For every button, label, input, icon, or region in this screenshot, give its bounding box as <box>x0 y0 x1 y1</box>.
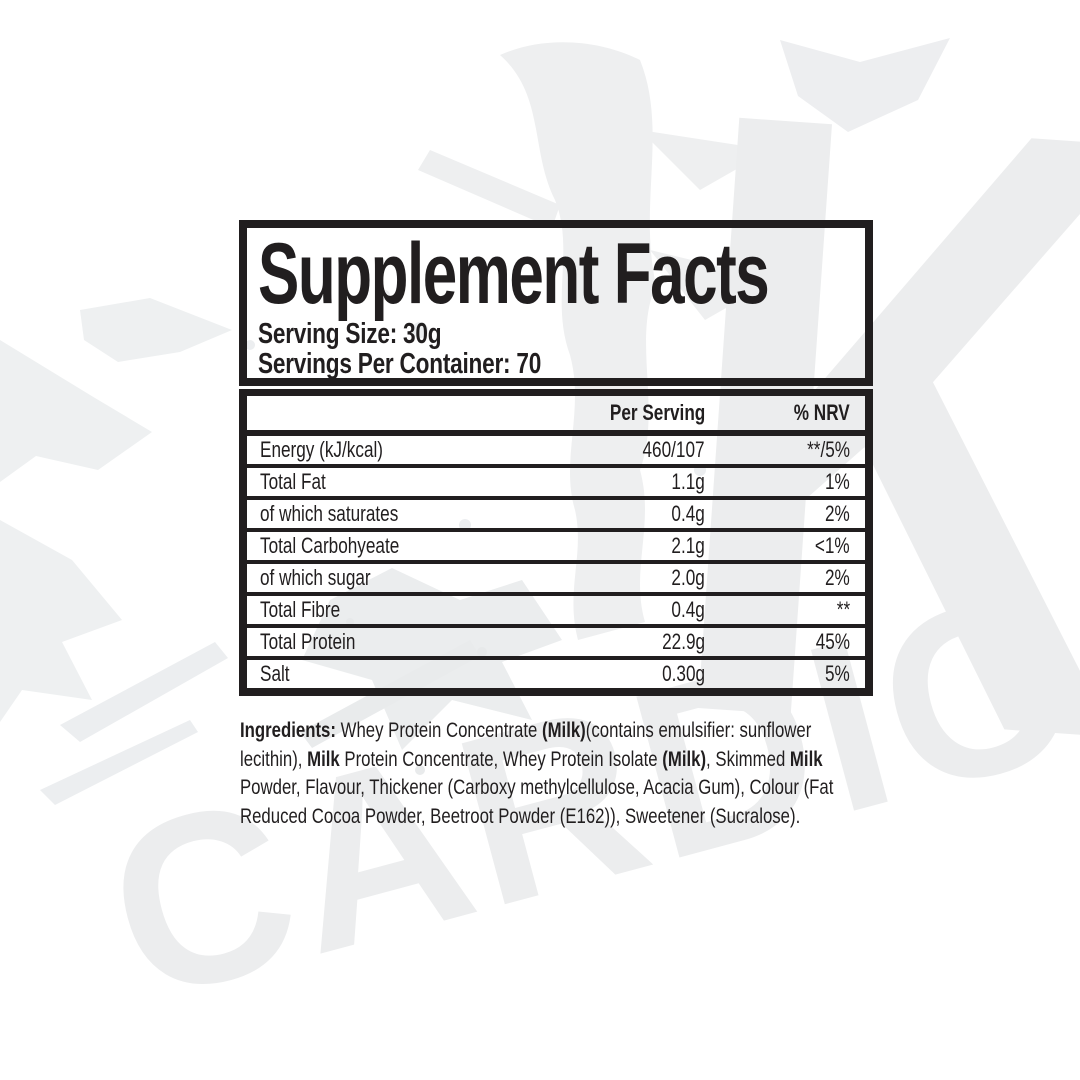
splatter-blob <box>0 520 122 722</box>
splatter-blob <box>780 38 950 132</box>
ingredients-segment: , Skimmed <box>706 746 790 771</box>
splash-speck <box>477 647 487 657</box>
splatter-blob <box>80 298 232 362</box>
nrv-value: 2% <box>825 501 850 526</box>
splash-speck <box>412 322 428 338</box>
splash-speck <box>415 765 425 775</box>
splatter-streak <box>60 642 228 742</box>
nutrient-name: of which saturates <box>260 501 399 526</box>
per-serving-value: 1.1g <box>671 469 705 494</box>
per-serving-value: 0.4g <box>671 501 705 526</box>
splatter-blob <box>0 340 152 482</box>
table-body: Energy (kJ/kcal) 460/107 **/5% Total Fat 1.1… <box>247 436 865 688</box>
nrv-value: 1% <box>825 469 850 494</box>
splash-spike <box>418 150 560 228</box>
nrv-value: <1% <box>815 533 850 558</box>
table-row: Total Carbohyeate 2.1g <1% <box>247 528 865 560</box>
ingredients-segment: Powder, Flavour, Thickener (Carboxy meth… <box>240 775 834 828</box>
splash-speck <box>245 340 255 350</box>
nutrient-name: Total Fibre <box>260 597 341 622</box>
nrv-value: **/5% <box>807 437 850 462</box>
per-serving-value: 22.9g <box>662 629 705 654</box>
nutrient-name: Salt <box>260 661 290 686</box>
nutrient-name: of which sugar <box>260 565 371 590</box>
ingredients-segment: Whey Protein Concentrate <box>335 718 542 742</box>
per-serving-value: 0.4g <box>671 597 705 622</box>
nutrient-name: Energy (kJ/kcal) <box>260 437 384 462</box>
header-nrv: % NRV <box>794 400 850 425</box>
serving-size: Serving Size: 30g <box>258 318 442 350</box>
table-row: Total Fat 1.1g 1% <box>247 464 865 496</box>
table-header-row: Per Serving % NRV <box>247 396 865 436</box>
nrv-value: 45% <box>815 629 850 654</box>
brand-k-watermark: K <box>642 0 1080 920</box>
ingredients-bold-segment: Milk <box>789 746 823 771</box>
splash-shape <box>500 42 656 641</box>
splash-spike <box>650 250 775 320</box>
nutrient-name: Total Carbohyeate <box>260 533 400 558</box>
ingredients-segment: (contains emulsifier: sunflower lecithin… <box>240 718 812 771</box>
nrv-value: 2% <box>825 565 850 590</box>
per-serving-value: 2.0g <box>671 565 705 590</box>
ingredients-bold-segment: (Milk) <box>541 718 586 742</box>
header-per-serving: Per Serving <box>609 400 705 425</box>
table-row: Total Fibre 0.4g ** <box>247 592 865 624</box>
splatter-streak <box>40 720 198 805</box>
panel-title: Supplement Facts <box>258 226 770 322</box>
ingredients-segment: Protein Concentrate, Whey Protein Isolat… <box>339 746 663 771</box>
per-serving-value: 2.1g <box>671 533 705 558</box>
splash-speck <box>380 290 390 300</box>
ingredients-bold-segment: Milk <box>307 746 340 771</box>
table-row: of which saturates 0.4g 2% <box>247 496 865 528</box>
table-row: of which sugar 2.0g 2% <box>247 560 865 592</box>
servings-per-container: Servings Per Container: 70 <box>258 348 542 380</box>
nutrition-table: Per Serving % NRV Energy (kJ/kcal) 460/10… <box>239 389 873 696</box>
ingredients-bold-segment: Ingredients: <box>240 718 336 742</box>
ingredients-text: Ingredients: Whey Protein Concentrate (M… <box>240 716 858 830</box>
per-serving-value: 0.30g <box>662 661 705 686</box>
supplement-facts-panel: Supplement Facts Serving Size: 30g Servi… <box>239 220 873 696</box>
nrv-value: ** <box>836 597 850 622</box>
splash-spike <box>640 130 770 190</box>
ingredients-bold-segment: (Milk) <box>662 746 707 771</box>
table-row: Energy (kJ/kcal) 460/107 **/5% <box>247 436 865 464</box>
nrv-value: 5% <box>825 661 850 686</box>
nutrient-name: Total Fat <box>260 469 326 494</box>
nutrient-name: Total Protein <box>260 629 356 654</box>
table-row: Total Protein 22.9g 45% <box>247 624 865 656</box>
title-box: Supplement Facts Serving Size: 30g Servi… <box>239 220 873 386</box>
per-serving-value: 460/107 <box>642 437 705 462</box>
table-row: Salt 0.30g 5% <box>247 656 865 688</box>
